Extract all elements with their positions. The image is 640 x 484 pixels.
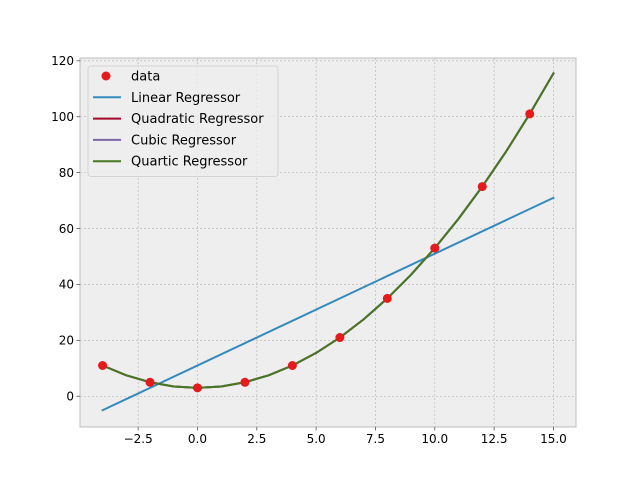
y-tick-label: 20 — [59, 334, 74, 348]
series-layer — [101, 72, 555, 412]
legend-marker-data — [101, 71, 111, 81]
y-tick-label: 0 — [66, 390, 74, 404]
data-point — [287, 361, 297, 370]
legend-label: data — [131, 70, 160, 85]
x-tick-label: 12.5 — [481, 432, 508, 446]
legend-label: Cubic Regressor — [131, 133, 237, 148]
y-tick-label: 40 — [59, 278, 74, 292]
data-point — [335, 333, 345, 343]
y-tick-label: 120 — [51, 54, 74, 68]
series-line-quartic-regressor — [101, 72, 555, 389]
legend-frame — [87, 65, 279, 177]
data-point — [145, 377, 155, 387]
legend-label: Quadratic Regressor — [131, 112, 264, 127]
data-point — [382, 293, 392, 303]
x-tick-label: 2.5 — [247, 432, 266, 446]
y-tick-label: 60 — [59, 222, 74, 236]
legend: data Linear Regressor Quadratic Regressor C… — [87, 65, 279, 177]
x-tick-label: 10.0 — [421, 432, 448, 446]
x-tick-label: 15.0 — [540, 432, 567, 446]
x-axis-ticks: −2.5 0.0 2.5 5.0 7.5 10.0 12.5 15.0 — [124, 427, 567, 446]
x-tick-label: 0.0 — [188, 432, 207, 446]
x-tick-label: −2.5 — [124, 432, 153, 446]
data-point — [430, 243, 440, 253]
data-point — [240, 377, 250, 387]
data-point — [477, 182, 487, 192]
data-point — [98, 361, 108, 370]
x-tick-label: 5.0 — [307, 432, 326, 446]
x-tick-label: 7.5 — [366, 432, 385, 446]
y-tick-label: 100 — [51, 110, 74, 124]
legend-label: Linear Regressor — [131, 91, 241, 106]
data-point — [192, 383, 202, 393]
y-tick-label: 80 — [59, 166, 74, 180]
data-point — [525, 109, 535, 119]
series-line-linear-regressor — [101, 196, 555, 412]
grid-layer — [80, 58, 576, 427]
legend-label: Quartic Regressor — [131, 155, 248, 170]
data-points-layer — [98, 109, 535, 393]
y-axis-ticks: 0 20 40 60 80 100 120 — [51, 54, 80, 404]
